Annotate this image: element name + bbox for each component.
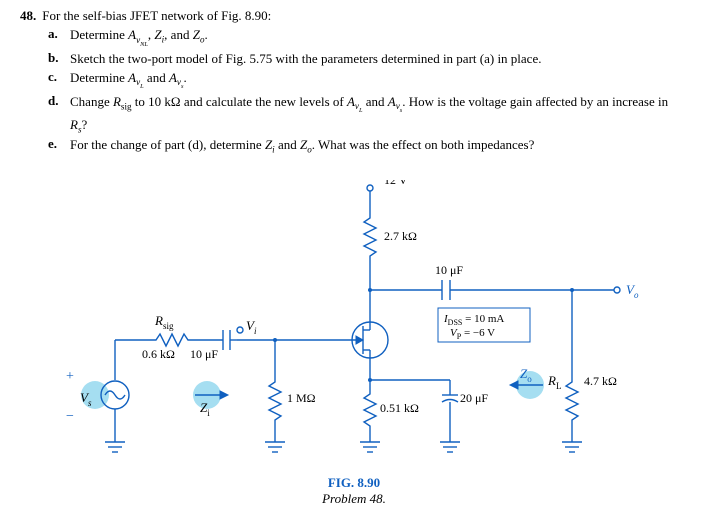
item-d-label: d. [48,93,64,136]
item-e-text: For the change of part (d), determine Zi… [70,136,688,156]
problem-number: 48. [20,8,36,24]
item-b-text: Sketch the two-port model of Fig. 5.75 w… [70,50,688,68]
caption-title: FIG. 8.90 [0,475,708,491]
svg-text:VP = −6 V: VP = −6 V [450,327,495,341]
item-d-text: Change Rsig to 10 kΩ and calculate the n… [70,93,688,136]
item-a: a. Determine AvNL, Zi, and Zo. [48,26,688,49]
item-b-label: b. [48,50,64,68]
vs-sub: s [88,398,92,408]
item-c: c. Determine AvL and Avs. [48,69,688,92]
cin-label: 10 μF [190,347,218,361]
zo-sub: o [527,374,532,384]
rl-r: R [547,373,556,388]
vi-sub: i [254,326,257,336]
item-a-text: Determine AvNL, Zi, and Zo. [70,26,688,49]
rl-sub: L [556,381,562,391]
item-d: d. Change Rsig to 10 kΩ and calculate th… [48,93,688,136]
svg-text:IDSS = 10 mA: IDSS = 10 mA [443,313,504,327]
rg-label: 1 MΩ [287,391,316,405]
figure-caption: FIG. 8.90 Problem 48. [0,475,708,507]
rl-val: 4.7 kΩ [584,374,617,388]
caption-sub: Problem 48. [0,491,708,507]
rd-label: 2.7 kΩ [384,229,417,243]
item-e-label: e. [48,136,64,156]
vp-val: = −6 V [461,327,495,339]
item-e: e. For the change of part (d), determine… [48,136,688,156]
rsig-sub: sig [163,321,174,331]
circuit-diagram: 12 V 2.7 kΩ 10 μF Vo IDSS = 10 mA VP = −… [60,180,660,480]
item-b: b. Sketch the two-port model of Fig. 5.7… [48,50,688,68]
rsig-r: R [154,313,163,328]
rs-label: 0.51 kΩ [380,401,419,415]
idss-val: = 10 mA [462,313,504,325]
supply-label: 12 V [384,180,408,187]
item-c-text: Determine AvL and Avs. [70,69,688,92]
svg-text:RL: RL [547,373,561,391]
vo-sub: o [634,290,639,300]
item-a-label: a. [48,26,64,49]
zi-sub: i [207,408,210,418]
cout-label: 10 μF [435,263,463,277]
problem-intro: For the self-bias JFET network of Fig. 8… [42,8,271,24]
sub-items: a. Determine AvNL, Zi, and Zo. b. Sketch… [48,26,688,156]
cs-label: 20 μF [460,391,488,405]
svg-text:Rsig: Rsig [154,313,174,331]
svg-text:Vi: Vi [246,318,257,336]
svg-text:+: + [66,369,74,384]
svg-text:Vo: Vo [626,282,639,300]
svg-text:−: − [66,409,74,424]
idss-sub: DSS [448,318,463,327]
rsig-val: 0.6 kΩ [142,347,175,361]
item-c-label: c. [48,69,64,92]
